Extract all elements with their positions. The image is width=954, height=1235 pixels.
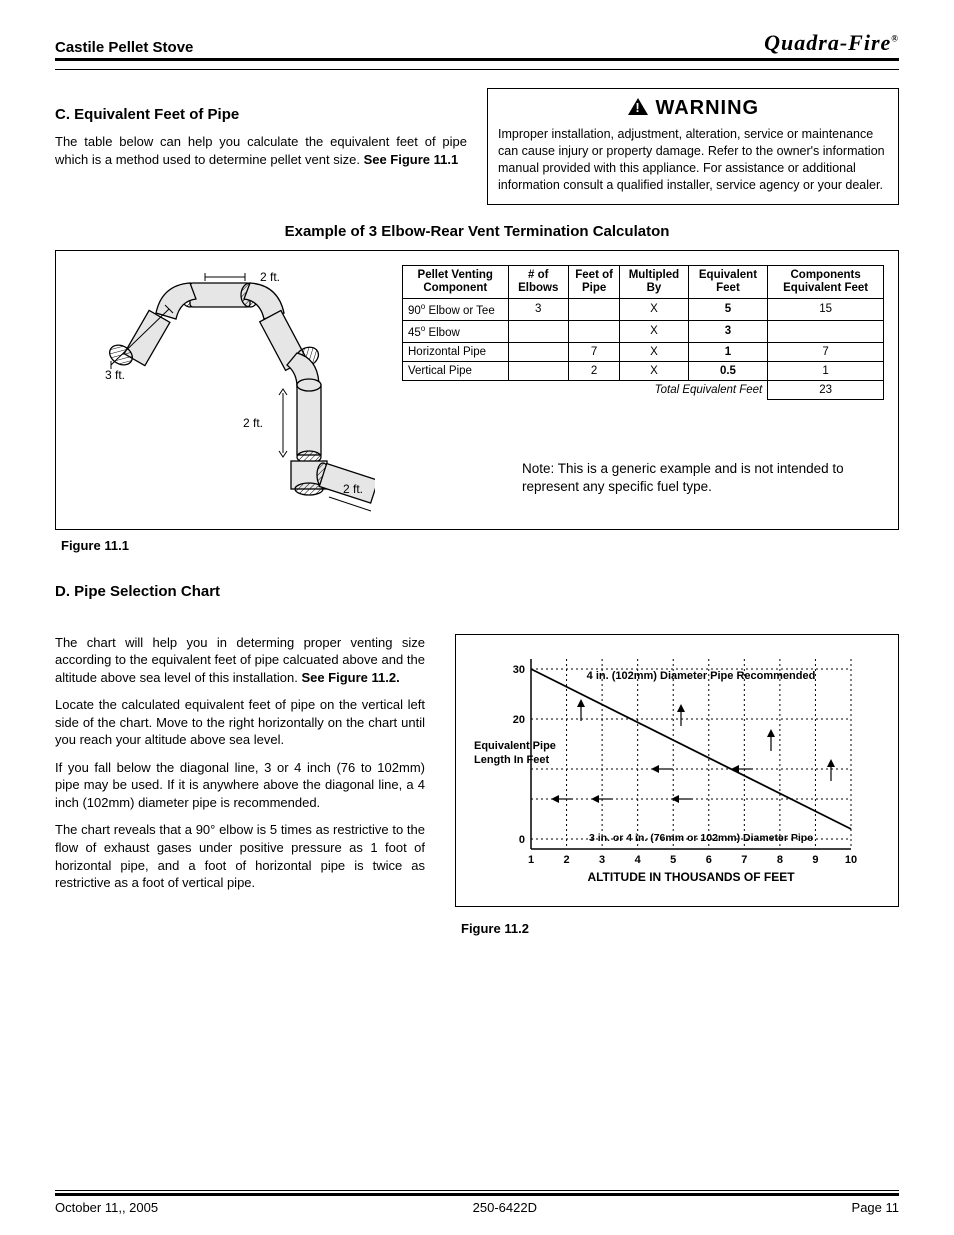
svg-text:4: 4 [635, 854, 642, 866]
chart-wrap: 1 2 3 4 5 6 7 8 9 10 0 20 30 4 in. (102mm) Diameter P… [455, 634, 899, 936]
svg-text:30: 30 [513, 664, 525, 676]
svg-text:2: 2 [563, 854, 569, 866]
svg-text:4 in. (102mm) Diameter Pipe Re: 4 in. (102mm) Diameter Pipe Recommended [587, 670, 816, 682]
warning-text: Improper installation, adjustment, alter… [498, 126, 888, 194]
calc-table-wrap: Pellet Venting Component # of Elbows Fee… [402, 265, 884, 515]
section-d-row: The chart will help you in determing pro… [55, 634, 899, 936]
section-c: C. Equivalent Feet of Pipe The table bel… [55, 88, 467, 178]
svg-text:3 in. or 4 in. (76mm or 102mm): 3 in. or 4 in. (76mm or 102mm) Diameter … [589, 832, 813, 844]
footer-page: Page 11 [852, 1200, 899, 1215]
chart-svg: 1 2 3 4 5 6 7 8 9 10 0 20 30 4 in. (102mm) Diameter P… [466, 649, 886, 889]
table-header-row: Pellet Venting Component # of Elbows Fee… [403, 265, 884, 298]
figure-11-2-caption: Figure 11.2 [461, 921, 899, 936]
svg-text:9: 9 [812, 854, 818, 866]
brand-reg: ® [891, 34, 899, 44]
table-row: Horizontal Pipe7X17 [403, 342, 884, 361]
brand-text: Quadra-Fire [764, 30, 891, 55]
example-title: Example of 3 Elbow-Rear Vent Termination… [55, 223, 899, 240]
brand-logo: Quadra-Fire® [764, 30, 899, 56]
section-d-heading: D. Pipe Selection Chart [55, 583, 899, 600]
top-row: C. Equivalent Feet of Pipe The table bel… [55, 88, 899, 205]
svg-text:8: 8 [777, 854, 783, 866]
table-row: 90o Elbow or Tee3X515 [403, 298, 884, 320]
warning-title: WARNING [655, 97, 759, 119]
footer-docnum: 250-6422D [473, 1200, 537, 1215]
svg-text:!: ! [635, 100, 640, 115]
page-footer: October 11,, 2005 250-6422D Page 11 [55, 1190, 899, 1215]
section-d-text: The chart will help you in determing pro… [55, 634, 425, 902]
dim-a: 2 ft. [260, 270, 280, 284]
svg-text:1: 1 [528, 854, 534, 866]
svg-text:6: 6 [706, 854, 712, 866]
header-rule [55, 69, 899, 70]
svg-text:7: 7 [741, 854, 747, 866]
col-total: Components Equivalent Feet [768, 265, 884, 298]
section-c-heading: C. Equivalent Feet of Pipe [55, 106, 467, 123]
col-mult: Multipled By [620, 265, 688, 298]
col-elbows: # of Elbows [508, 265, 568, 298]
figure-11-1-caption: Figure 11.1 [61, 538, 899, 553]
warning-col: ! WARNING Improper installation, adjustm… [487, 88, 899, 205]
page-header: Castile Pellet Stove Quadra-Fire® [55, 30, 899, 61]
calc-note: Note: This is a generic example and is n… [402, 460, 884, 498]
table-row: 45o ElbowX3 [403, 320, 884, 342]
section-c-see: See Figure 11.1 [364, 152, 459, 167]
pipe-diagram: 2 ft. 3 ft. 2 ft. 2 ft. [70, 265, 380, 515]
d-p1: The chart will help you in determing pro… [55, 634, 425, 687]
svg-text:Equivalent Pipe: Equivalent Pipe [474, 740, 556, 752]
svg-text:0: 0 [519, 834, 525, 846]
svg-text:3: 3 [599, 854, 605, 866]
d-p3: If you fall below the diagonal line, 3 o… [55, 759, 425, 812]
dim-c: 2 ft. [243, 416, 263, 430]
table-row: Vertical Pipe2X0.51 [403, 361, 884, 380]
warning-box: ! WARNING Improper installation, adjustm… [487, 88, 899, 205]
col-equiv: Equivalent Feet [688, 265, 768, 298]
svg-text:10: 10 [845, 854, 857, 866]
footer-date: October 11,, 2005 [55, 1200, 158, 1215]
svg-text:Length In Feet: Length In Feet [474, 754, 550, 766]
table-total-row: Total Equivalent Feet23 [403, 380, 884, 399]
pipe-selection-chart: 1 2 3 4 5 6 7 8 9 10 0 20 30 4 in. (102mm) Diameter P… [455, 634, 899, 907]
warning-head: ! WARNING [498, 95, 888, 122]
d-p2: Locate the calculated equivalent feet of… [55, 696, 425, 749]
section-c-para: The table below can help you calculate t… [55, 133, 467, 168]
warning-icon: ! [627, 97, 649, 116]
svg-text:ALTITUDE IN THOUSANDS OF FEET: ALTITUDE IN THOUSANDS OF FEET [587, 870, 795, 884]
dim-b: 3 ft. [105, 368, 125, 382]
figure-11-1-box: 2 ft. 3 ft. 2 ft. 2 ft. [55, 250, 899, 530]
dim-d: 2 ft. [343, 482, 363, 496]
col-component: Pellet Venting Component [403, 265, 509, 298]
col-feet: Feet of Pipe [568, 265, 619, 298]
calc-table: Pellet Venting Component # of Elbows Fee… [402, 265, 884, 400]
product-name: Castile Pellet Stove [55, 39, 193, 56]
d-p4: The chart reveals that a 90° elbow is 5 … [55, 821, 425, 891]
svg-text:20: 20 [513, 714, 525, 726]
svg-text:5: 5 [670, 854, 676, 866]
